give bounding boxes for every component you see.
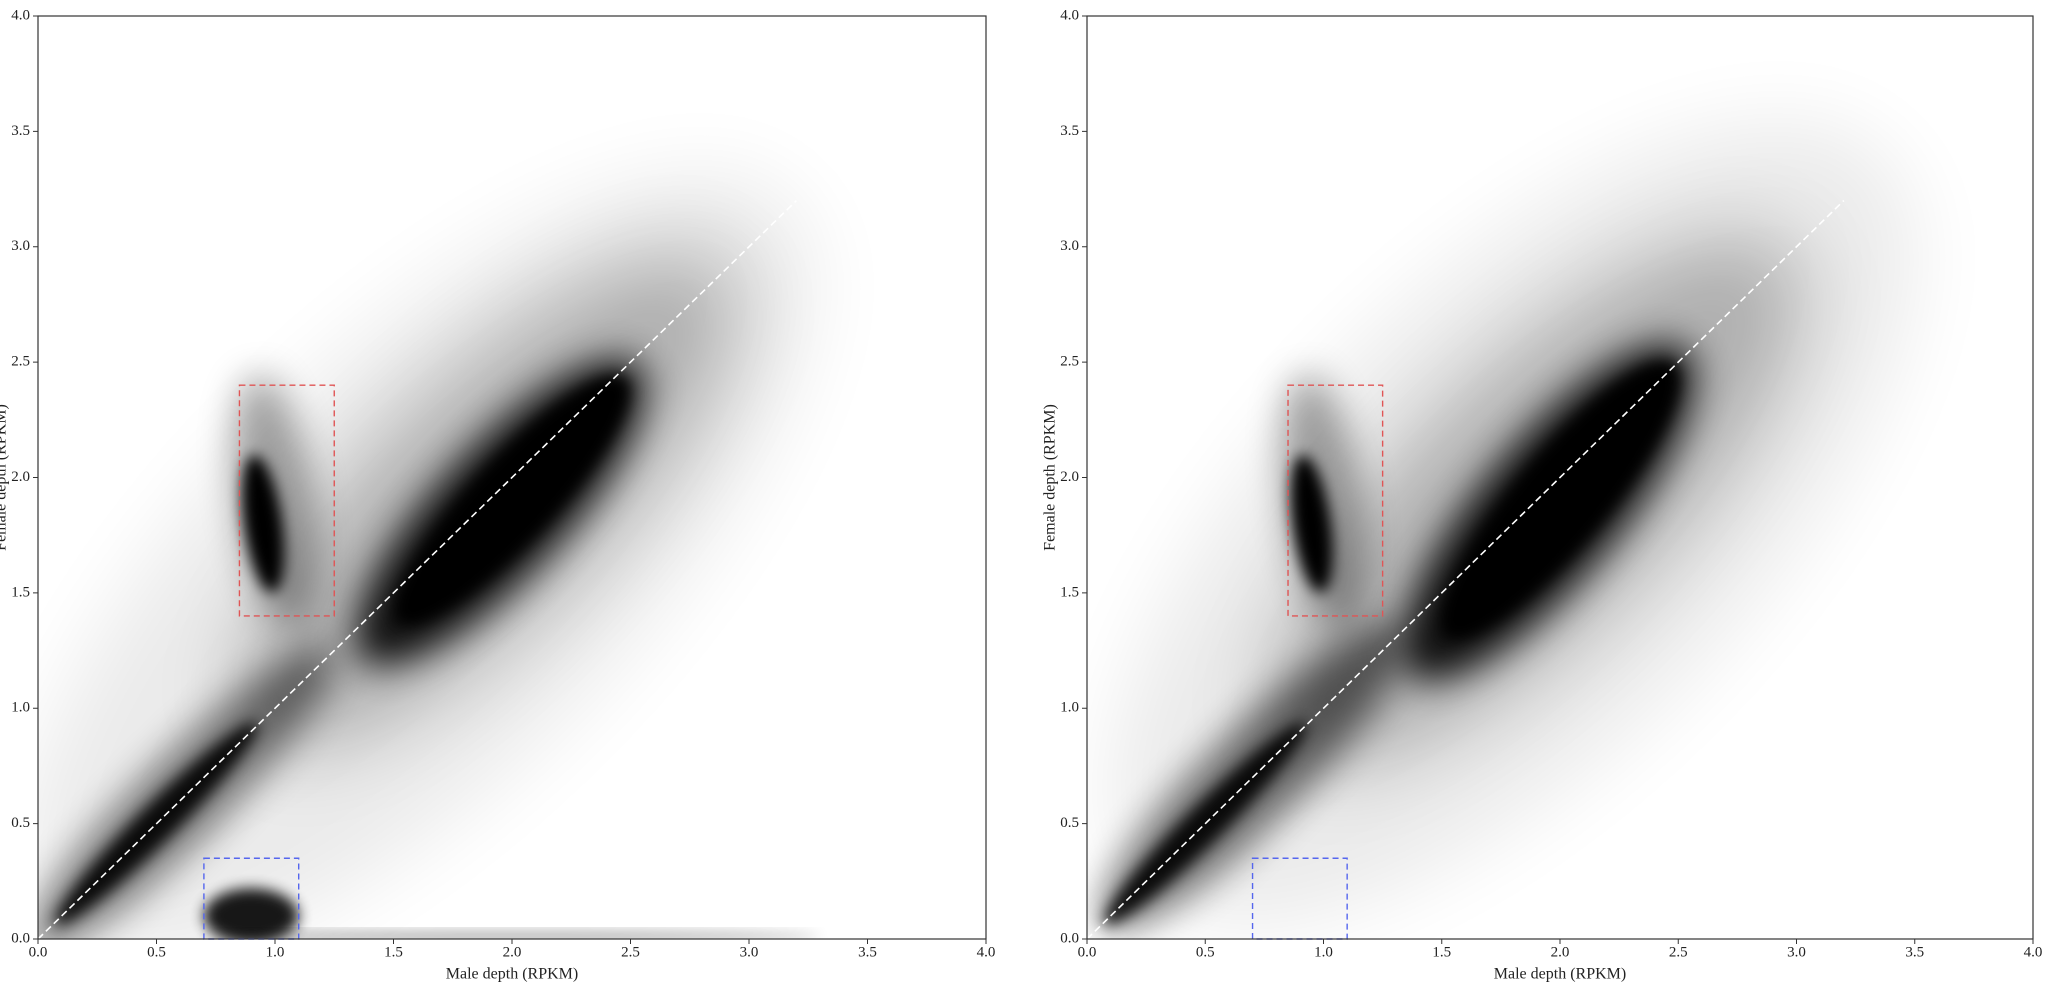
- y-tick-label: 0.5: [11, 815, 30, 831]
- y-tick-label: 2.5: [1060, 354, 1079, 370]
- y-tick-label: 0.5: [1060, 815, 1079, 831]
- y-tick-label: 3.0: [1060, 238, 1079, 254]
- x-tick-label: 2.5: [1669, 944, 1688, 960]
- x-tick-label: 4.0: [977, 944, 996, 960]
- y-axis-label: Female depth (RPKM): [1042, 404, 1059, 551]
- density-cloud: [38, 172, 821, 939]
- y-axis-label: Female depth (RPKM): [0, 404, 10, 551]
- y-tick-label: 1.0: [11, 700, 30, 716]
- x-tick-label: 2.0: [503, 944, 522, 960]
- x-tick-label: 1.5: [1432, 944, 1451, 960]
- y-tick-label: 3.0: [11, 238, 30, 254]
- x-tick-label: 3.5: [858, 944, 877, 960]
- x-tick-label: 3.0: [1787, 944, 1806, 960]
- density-blob: [1290, 455, 1333, 593]
- density-blob: [1440, 361, 1680, 640]
- region-box: [1287, 384, 1384, 617]
- x-tick-label: 3.5: [1905, 944, 1924, 960]
- y-tick-label: 3.5: [11, 123, 30, 139]
- y-tick-label: 1.5: [1060, 584, 1079, 600]
- reference-line: [37, 200, 797, 940]
- y-tick-label: 2.0: [1060, 469, 1079, 485]
- y-tick-label: 3.5: [1060, 123, 1079, 139]
- x-tick-label: 0.5: [147, 944, 166, 960]
- y-tick-label: 1.5: [11, 584, 30, 600]
- y-tick-label: 4.0: [1060, 7, 1079, 23]
- x-tick-label: 1.5: [384, 944, 403, 960]
- region-box: [238, 384, 335, 617]
- x-tick-label: 2.0: [1551, 944, 1570, 960]
- x-tick-label: 4.0: [2024, 944, 2043, 960]
- x-axis-label: Male depth (RPKM): [1494, 966, 1626, 983]
- density-blob: [203, 932, 821, 939]
- reference-line: [1086, 200, 1845, 940]
- y-tick-label: 2.0: [11, 469, 30, 485]
- x-axis-label: Male depth (RPKM): [446, 966, 578, 983]
- x-tick-label: 0.0: [29, 944, 48, 960]
- x-tick-label: 1.0: [1314, 944, 1333, 960]
- x-tick-label: 3.0: [740, 944, 759, 960]
- density-blob: [394, 375, 630, 626]
- x-tick-label: 0.0: [1078, 944, 1097, 960]
- x-tick-label: 2.5: [621, 944, 640, 960]
- panel: 0.0 0.5 1.0 1.5 2.0 2.5 3.0 3.5 4.0 0.0 0.5 1.0 1.5 2…: [0, 7, 996, 983]
- density-blob: [242, 455, 285, 593]
- y-tick-label: 2.5: [11, 354, 30, 370]
- density-blob: [203, 888, 299, 939]
- y-tick-label: 0.0: [1060, 930, 1079, 946]
- panel: 0.0 0.5 1.0 1.5 2.0 2.5 3.0 3.5 4.0 0.0 0.5 1.0 1.5 2…: [1042, 7, 2043, 983]
- y-tick-label: 1.0: [1060, 700, 1079, 716]
- density-cloud: [1098, 121, 1916, 932]
- x-tick-label: 1.0: [266, 944, 285, 960]
- y-tick-label: 4.0: [11, 7, 30, 23]
- x-tick-label: 0.5: [1196, 944, 1215, 960]
- y-tick-label: 0.0: [11, 930, 30, 946]
